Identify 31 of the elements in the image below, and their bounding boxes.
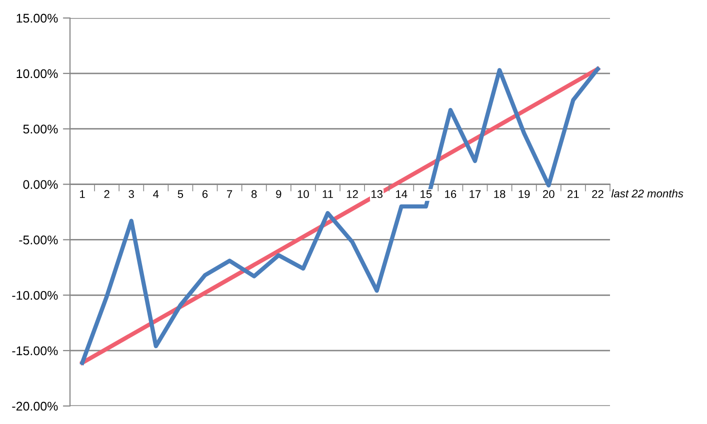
- x-tick-label: 9: [276, 190, 282, 198]
- x-tick-label: 10: [298, 190, 309, 198]
- x-tick-label: 5: [178, 190, 184, 198]
- x-tick-label: 12: [346, 190, 358, 198]
- x-tick-label: 2: [104, 190, 110, 198]
- x-tick-label: 14: [396, 190, 408, 198]
- y-tick-label: 10.00%: [16, 69, 58, 78]
- x-tick-label: 21: [568, 190, 579, 198]
- x-tick-label: 13: [371, 190, 383, 198]
- x-tick-label: 16: [445, 190, 456, 198]
- x-tick-label: 11: [322, 190, 333, 198]
- x-tick-label: 17: [470, 190, 481, 198]
- x-tick-label: 19: [518, 190, 530, 198]
- y-tick-label: 15.00%: [16, 14, 58, 23]
- y-tick-label: 5.00%: [23, 124, 58, 134]
- x-axis-title: last 22 months: [611, 189, 684, 198]
- x-tick-label: 15: [420, 190, 432, 198]
- x-tick-label: 6: [202, 190, 208, 198]
- y-tick-label: 0.00%: [23, 180, 58, 189]
- x-tick-label: 22: [592, 190, 604, 198]
- x-tick-label: 8: [251, 190, 257, 198]
- x-tick-label: 4: [153, 190, 159, 198]
- y-tick-label: -20.00%: [12, 402, 58, 411]
- x-tick-label: 20: [543, 190, 554, 198]
- x-tick-label: 3: [128, 190, 134, 198]
- y-tick-label: -10.00%: [12, 290, 58, 300]
- x-tick-label: 7: [227, 190, 232, 198]
- y-tick-label: -5.00%: [19, 236, 58, 244]
- x-tick-label: 1: [80, 190, 85, 198]
- y-tick-label: -15.00%: [12, 346, 58, 356]
- x-tick-label: 18: [494, 190, 506, 198]
